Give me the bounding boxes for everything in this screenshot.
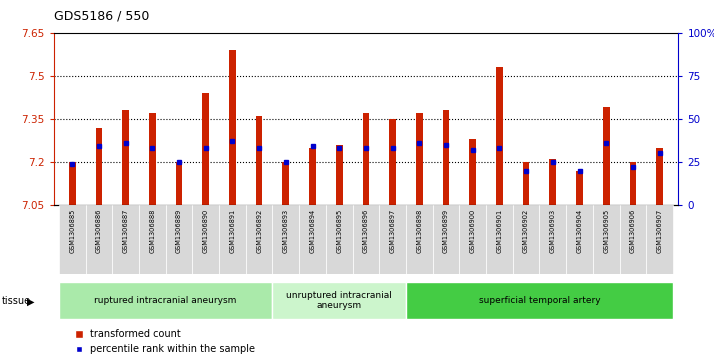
Text: GDS5186 / 550: GDS5186 / 550: [54, 9, 149, 22]
Bar: [336, 145, 343, 205]
Bar: [363, 113, 369, 205]
Text: ▶: ▶: [27, 296, 35, 306]
Text: unruptured intracranial
aneurysm: unruptured intracranial aneurysm: [286, 291, 392, 310]
Text: GSM1306903: GSM1306903: [550, 208, 555, 253]
Text: GSM1306885: GSM1306885: [69, 208, 75, 253]
FancyBboxPatch shape: [86, 205, 112, 274]
Text: GSM1306900: GSM1306900: [470, 208, 476, 253]
Text: superficial temporal artery: superficial temporal artery: [478, 296, 600, 305]
Bar: [229, 50, 236, 205]
Text: ruptured intracranial aneurysm: ruptured intracranial aneurysm: [94, 296, 237, 305]
Text: tissue: tissue: [1, 296, 31, 306]
Text: GSM1306899: GSM1306899: [443, 208, 449, 253]
Text: GSM1306898: GSM1306898: [416, 208, 422, 253]
Bar: [283, 162, 289, 205]
Bar: [656, 148, 663, 205]
FancyBboxPatch shape: [273, 205, 299, 274]
FancyBboxPatch shape: [326, 205, 353, 274]
FancyBboxPatch shape: [299, 205, 326, 274]
Bar: [576, 171, 583, 205]
Bar: [603, 107, 610, 205]
FancyBboxPatch shape: [59, 282, 273, 319]
FancyBboxPatch shape: [246, 205, 273, 274]
FancyBboxPatch shape: [540, 205, 566, 274]
Text: GSM1306897: GSM1306897: [390, 208, 396, 253]
FancyBboxPatch shape: [139, 205, 166, 274]
Text: GSM1306892: GSM1306892: [256, 208, 262, 253]
FancyBboxPatch shape: [59, 205, 86, 274]
Text: GSM1306888: GSM1306888: [149, 208, 156, 253]
Text: GSM1306906: GSM1306906: [630, 208, 636, 253]
Text: GSM1306893: GSM1306893: [283, 208, 289, 253]
Bar: [309, 148, 316, 205]
Bar: [523, 162, 530, 205]
FancyBboxPatch shape: [219, 205, 246, 274]
Bar: [96, 127, 102, 205]
Text: GSM1306886: GSM1306886: [96, 208, 102, 253]
Bar: [256, 116, 263, 205]
Bar: [443, 110, 449, 205]
Text: GSM1306905: GSM1306905: [603, 208, 609, 253]
Bar: [630, 162, 636, 205]
Text: GSM1306890: GSM1306890: [203, 208, 208, 253]
FancyBboxPatch shape: [166, 205, 192, 274]
Text: GSM1306904: GSM1306904: [576, 208, 583, 253]
Text: GSM1306894: GSM1306894: [310, 208, 316, 253]
Bar: [122, 110, 129, 205]
FancyBboxPatch shape: [406, 205, 433, 274]
FancyBboxPatch shape: [459, 205, 486, 274]
Bar: [149, 113, 156, 205]
Bar: [202, 93, 209, 205]
Bar: [550, 159, 556, 205]
FancyBboxPatch shape: [406, 282, 673, 319]
FancyBboxPatch shape: [593, 205, 620, 274]
Bar: [496, 67, 503, 205]
Text: GSM1306902: GSM1306902: [523, 208, 529, 253]
FancyBboxPatch shape: [379, 205, 406, 274]
FancyBboxPatch shape: [353, 205, 379, 274]
FancyBboxPatch shape: [486, 205, 513, 274]
Bar: [389, 119, 396, 205]
Bar: [176, 162, 182, 205]
Legend: transformed count, percentile rank within the sample: transformed count, percentile rank withi…: [71, 326, 259, 358]
Bar: [69, 162, 76, 205]
FancyBboxPatch shape: [112, 205, 139, 274]
FancyBboxPatch shape: [273, 282, 406, 319]
Text: GSM1306887: GSM1306887: [123, 208, 129, 253]
Text: GSM1306896: GSM1306896: [363, 208, 369, 253]
Text: GSM1306901: GSM1306901: [496, 208, 503, 253]
Text: GSM1306907: GSM1306907: [657, 208, 663, 253]
FancyBboxPatch shape: [566, 205, 593, 274]
FancyBboxPatch shape: [646, 205, 673, 274]
Text: GSM1306889: GSM1306889: [176, 208, 182, 253]
FancyBboxPatch shape: [192, 205, 219, 274]
Text: GSM1306891: GSM1306891: [229, 208, 236, 253]
Bar: [416, 113, 423, 205]
FancyBboxPatch shape: [620, 205, 646, 274]
FancyBboxPatch shape: [433, 205, 459, 274]
FancyBboxPatch shape: [513, 205, 540, 274]
Text: GSM1306895: GSM1306895: [336, 208, 342, 253]
Bar: [469, 139, 476, 205]
